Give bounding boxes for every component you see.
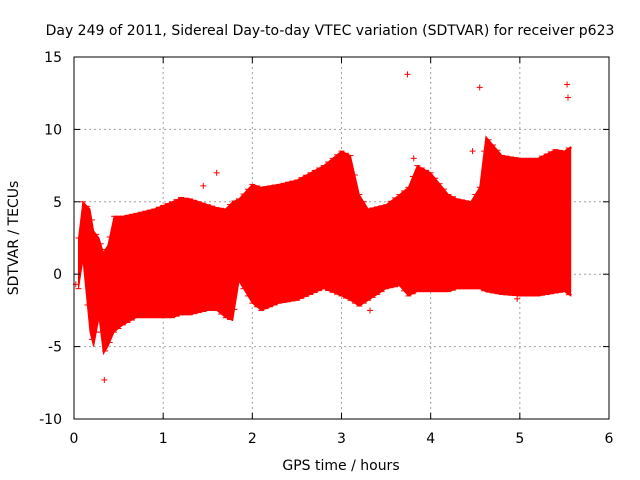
- y-tick-label: -10: [39, 412, 62, 428]
- y-axis-label: SDTVAR / TECUs: [6, 181, 22, 296]
- y-axis-ticks: -10 -5 0 5 10 15: [39, 50, 609, 428]
- x-tick-label: 5: [515, 431, 524, 447]
- outlier-point: [564, 94, 571, 101]
- chart-title: Day 249 of 2011, Sidereal Day-to-day VTE…: [46, 23, 615, 39]
- data-series: [75, 135, 572, 356]
- y-tick-label: -5: [48, 340, 62, 356]
- outlier-point: [469, 148, 476, 155]
- x-tick-label: 1: [159, 431, 168, 447]
- outlier-points: [72, 71, 571, 383]
- x-axis-label: GPS time / hours: [282, 458, 399, 474]
- y-tick-label: 10: [44, 122, 62, 138]
- outlier-point: [476, 84, 483, 91]
- outlier-point: [101, 376, 108, 383]
- x-tick-label: 2: [248, 431, 257, 447]
- outlier-point: [410, 155, 417, 162]
- outlier-point: [367, 307, 374, 314]
- y-tick-label: 0: [53, 267, 62, 283]
- y-tick-label: 5: [53, 195, 62, 211]
- outlier-point: [564, 81, 571, 88]
- y-tick-label: 15: [44, 50, 62, 66]
- outlier-point: [404, 71, 411, 78]
- outlier-point: [514, 295, 521, 302]
- x-tick-label: 3: [337, 431, 346, 447]
- outlier-point: [200, 182, 207, 189]
- x-axis-ticks: 0 1 2 3 4 5 6: [70, 57, 614, 447]
- x-tick-label: 6: [605, 431, 614, 447]
- x-tick-label: 4: [426, 431, 435, 447]
- x-tick-label: 0: [70, 431, 79, 447]
- outlier-point: [213, 169, 220, 176]
